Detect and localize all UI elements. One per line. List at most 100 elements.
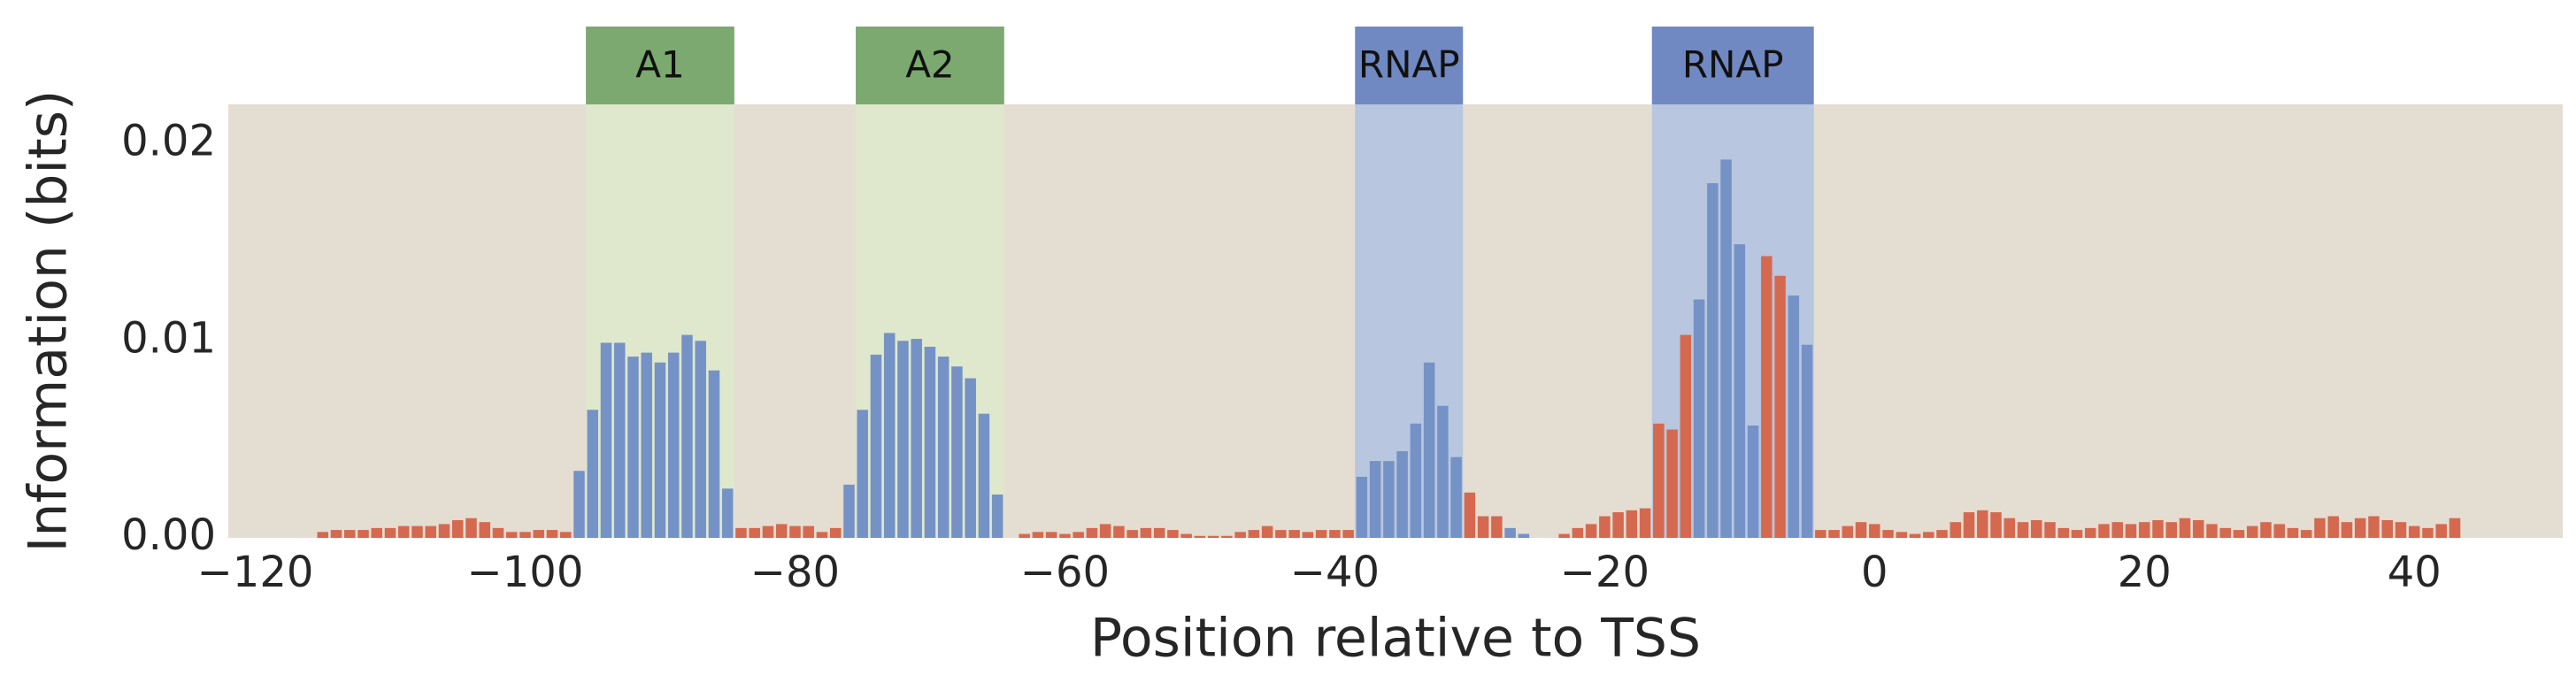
bar [1221, 535, 1233, 538]
bar [1639, 508, 1651, 538]
bar [1707, 183, 1719, 538]
bar [492, 527, 504, 538]
bar [1113, 525, 1125, 538]
bar [2044, 522, 2056, 538]
bar [2098, 524, 2110, 538]
bar [2381, 519, 2394, 538]
bar [2368, 516, 2380, 538]
bar [1073, 532, 1084, 538]
region-label: RNAP [1358, 43, 1460, 87]
bar [937, 357, 950, 538]
region-label-box [856, 27, 1004, 104]
bar [2435, 524, 2448, 538]
bar [1383, 461, 1395, 538]
bar [1599, 516, 1611, 538]
bar [749, 527, 760, 538]
bar [2219, 527, 2232, 538]
bar [1207, 535, 1219, 538]
bar [1140, 527, 1152, 538]
bar [1949, 522, 1962, 538]
bar [1518, 533, 1530, 538]
bar [641, 352, 652, 538]
bar [2139, 522, 2150, 538]
region-band [1651, 104, 1814, 538]
bar [1153, 527, 1165, 538]
bar [911, 339, 922, 538]
bar [559, 532, 572, 538]
bar [762, 525, 774, 538]
bar [2057, 527, 2070, 538]
bar [1464, 492, 1476, 538]
bar [789, 525, 801, 538]
bar [1626, 510, 1638, 538]
bar [1963, 512, 1975, 538]
bar [2301, 530, 2312, 538]
region-label: RNAP [1682, 43, 1784, 87]
bar [1504, 527, 1516, 538]
bar [1693, 299, 1705, 538]
bar [2355, 518, 2366, 538]
x-tick-label: 20 [2118, 548, 2172, 597]
bar [343, 530, 356, 538]
bar [965, 378, 976, 538]
bar [951, 366, 963, 538]
bar [978, 413, 990, 538]
x-tick-label: −20 [1560, 548, 1649, 597]
bar [1477, 516, 1489, 538]
bar [1302, 532, 1314, 538]
bar [1801, 344, 1813, 538]
bar [721, 488, 734, 538]
x-axis-label: Position relative to TSS [1090, 608, 1701, 670]
bar [667, 352, 680, 538]
bar [1977, 510, 1988, 538]
y-axis-label: Information (bits) [18, 90, 80, 553]
bar [1734, 244, 1746, 538]
bar [1099, 524, 1111, 538]
x-tick-label: −40 [1290, 548, 1380, 597]
region-label-box [1651, 27, 1814, 104]
bar [438, 524, 450, 538]
bar [1019, 533, 1030, 538]
bar [425, 525, 436, 538]
bar [573, 471, 585, 538]
bar [1666, 429, 1678, 538]
bar [1167, 530, 1179, 538]
bar [2449, 518, 2461, 538]
x-tick-label: −60 [1020, 548, 1110, 597]
bar [1572, 527, 1584, 538]
bar [1882, 530, 1894, 538]
bar [1774, 275, 1786, 538]
bar [505, 532, 518, 538]
bar [2341, 522, 2353, 538]
bar [924, 346, 936, 538]
bar [1396, 451, 1408, 538]
bar [1423, 362, 1435, 538]
bar [451, 519, 464, 538]
bar [1788, 295, 1800, 538]
bar [1127, 530, 1138, 538]
bar [1653, 423, 1665, 538]
bar [2422, 527, 2434, 538]
bar [384, 527, 396, 538]
bar [2003, 518, 2016, 538]
bar [1261, 525, 1273, 538]
bar [1437, 405, 1449, 538]
bar [1923, 532, 1934, 538]
bar [587, 410, 598, 538]
bar [1032, 532, 1044, 538]
bar [2193, 519, 2204, 538]
bar [600, 342, 612, 538]
y-tick-label: 0.02 [121, 117, 216, 166]
bar [735, 527, 747, 538]
bar [1491, 516, 1503, 538]
bar [883, 333, 896, 538]
bar [2287, 527, 2299, 538]
region-label: A2 [905, 43, 954, 87]
bar [1356, 476, 1368, 538]
bar [1234, 532, 1246, 538]
bar [1194, 535, 1206, 538]
bar [1558, 533, 1570, 538]
bar [1248, 530, 1260, 538]
bar [1842, 525, 1854, 538]
